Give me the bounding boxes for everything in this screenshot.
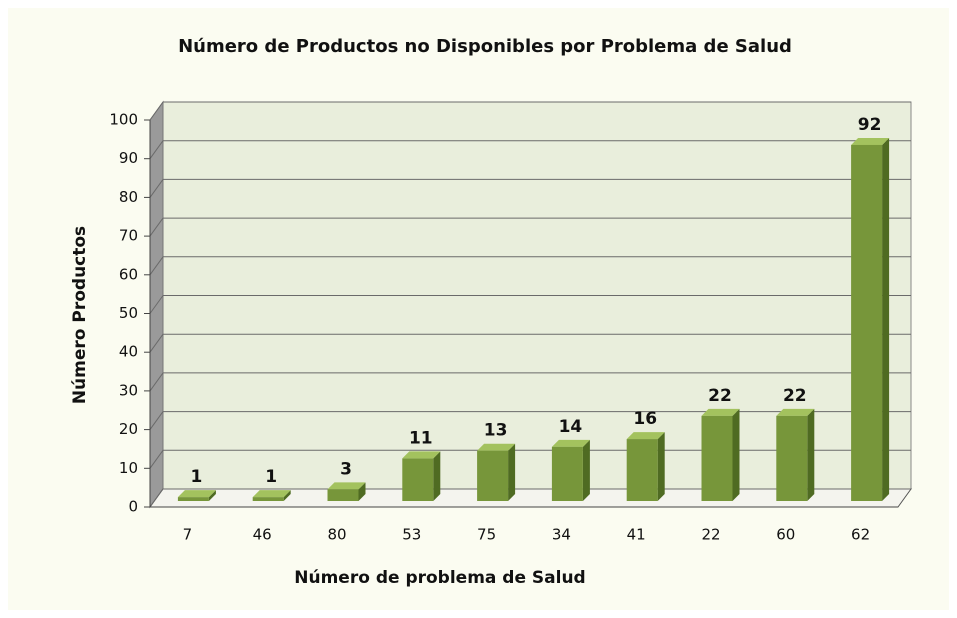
bar-side <box>433 451 441 501</box>
bar <box>402 458 434 501</box>
bar-side <box>582 439 590 501</box>
data-label: 22 <box>708 386 732 406</box>
bar-side <box>508 443 516 501</box>
grid-line <box>149 372 164 392</box>
x-tick-label: 46 <box>253 526 272 544</box>
grid-line <box>149 450 164 469</box>
bar <box>477 450 509 501</box>
bar <box>851 144 883 501</box>
data-label: 11 <box>409 428 433 448</box>
y-tick-label: 10 <box>119 459 138 477</box>
bar-side <box>807 408 815 501</box>
x-tick-label: 53 <box>402 526 421 544</box>
x-tick-label: 75 <box>477 526 496 544</box>
x-tick-label: 62 <box>851 526 870 544</box>
data-label: 16 <box>633 409 657 429</box>
bar-top <box>776 408 815 416</box>
x-tick-label: 80 <box>327 526 346 544</box>
bar-side <box>882 137 890 501</box>
y-tick-label: 0 <box>128 498 138 516</box>
grid-line <box>149 488 164 508</box>
data-label: 92 <box>858 115 882 135</box>
y-tick-label: 40 <box>119 343 138 361</box>
grid-line <box>149 411 164 430</box>
bar <box>327 489 359 501</box>
bar-side <box>283 490 291 501</box>
grid-line <box>149 179 164 198</box>
bar-top <box>327 482 366 490</box>
bar-top <box>402 451 441 459</box>
bar-top <box>177 490 216 498</box>
bar <box>776 415 808 501</box>
y-tick-label: 100 <box>109 111 138 129</box>
grid-line <box>149 140 164 159</box>
chart-title: Número de Productos no Disponibles por P… <box>178 36 792 57</box>
y-tick-label: 20 <box>119 420 138 438</box>
data-label: 3 <box>340 459 352 479</box>
data-label: 1 <box>190 467 202 487</box>
bar-top <box>851 137 890 145</box>
bar <box>701 415 733 501</box>
x-tick-label: 60 <box>776 526 795 544</box>
y-tick-label: 50 <box>119 304 138 322</box>
bar-top <box>551 439 590 447</box>
grid-line <box>149 101 164 121</box>
y-tick-label: 80 <box>119 188 138 206</box>
y-tick-label: 30 <box>119 381 138 399</box>
grid-line <box>149 256 164 276</box>
bar <box>626 439 658 501</box>
x-tick-label: 41 <box>627 526 646 544</box>
x-axis-label: Número de problema de Salud <box>294 568 585 588</box>
y-tick-label: 60 <box>119 265 138 283</box>
grid-line <box>149 217 164 237</box>
bar-top <box>477 443 516 451</box>
bar-side <box>358 482 366 501</box>
bar-top <box>626 432 665 440</box>
y-tick-label: 90 <box>119 149 138 167</box>
bar-side <box>657 432 665 501</box>
bar-top <box>701 408 740 416</box>
x-tick-label: 22 <box>701 526 720 544</box>
bar-top <box>252 490 291 498</box>
data-label: 22 <box>783 386 807 406</box>
y-tick-label: 70 <box>119 227 138 245</box>
data-label: 13 <box>484 421 508 441</box>
grid-line <box>149 295 164 314</box>
x-tick-label: 7 <box>183 526 193 544</box>
x-tick-label: 34 <box>552 526 571 544</box>
data-label: 14 <box>559 417 583 437</box>
y-axis-label: Número Productos <box>70 226 90 404</box>
bar <box>252 497 284 501</box>
grid-line <box>149 333 164 353</box>
bar <box>551 446 583 501</box>
bar-side <box>732 408 740 501</box>
data-label: 1 <box>265 467 277 487</box>
bar <box>177 497 209 501</box>
bar-side <box>208 490 216 501</box>
